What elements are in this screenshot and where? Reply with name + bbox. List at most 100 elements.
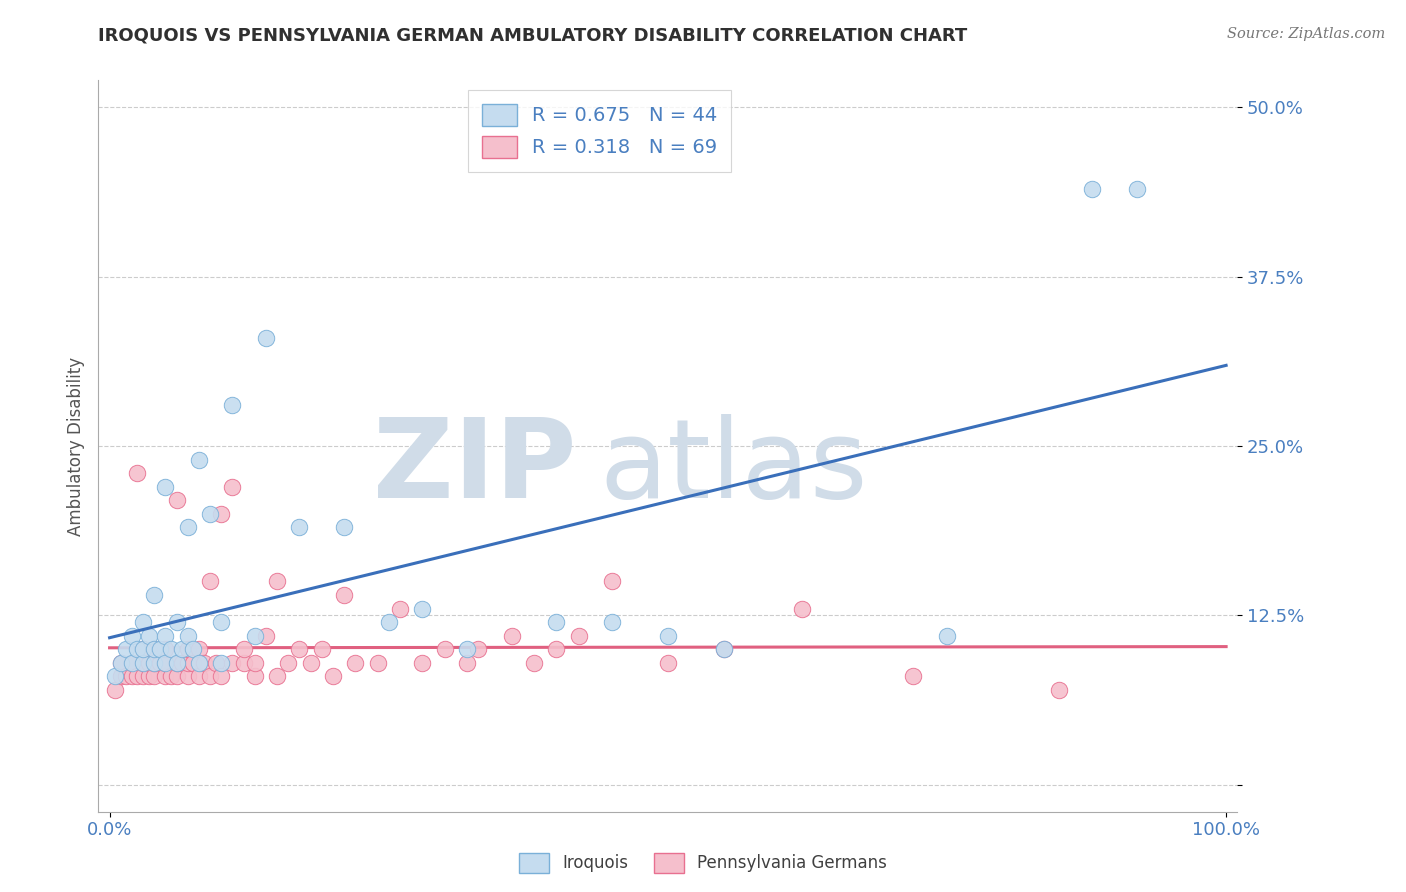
- Point: [221, 480, 243, 494]
- Point: [110, 656, 132, 670]
- Point: [187, 642, 209, 657]
- Point: [110, 656, 132, 670]
- Point: [198, 574, 221, 589]
- Point: [177, 629, 200, 643]
- Point: [143, 656, 166, 670]
- Point: [138, 629, 160, 643]
- Point: [187, 669, 209, 683]
- Point: [166, 656, 188, 670]
- Point: [232, 642, 254, 657]
- Point: [177, 669, 200, 683]
- Point: [288, 520, 311, 534]
- Point: [277, 656, 299, 670]
- Point: [344, 656, 367, 670]
- Point: [104, 682, 127, 697]
- Point: [243, 669, 266, 683]
- Point: [299, 656, 322, 670]
- Point: [209, 615, 232, 629]
- Point: [132, 669, 155, 683]
- Point: [110, 669, 132, 683]
- Point: [567, 629, 589, 643]
- Point: [155, 480, 177, 494]
- Point: [266, 669, 288, 683]
- Point: [221, 656, 243, 670]
- Point: [903, 669, 925, 683]
- Point: [143, 642, 166, 657]
- Point: [367, 656, 389, 670]
- Point: [121, 669, 143, 683]
- Point: [209, 669, 232, 683]
- Point: [138, 669, 160, 683]
- Point: [198, 507, 221, 521]
- Point: [467, 642, 489, 657]
- Point: [160, 669, 183, 683]
- Point: [132, 642, 155, 657]
- Point: [657, 629, 679, 643]
- Point: [143, 669, 166, 683]
- Point: [187, 656, 209, 670]
- Point: [155, 669, 177, 683]
- Point: [104, 669, 127, 683]
- Point: [149, 656, 172, 670]
- Point: [713, 642, 735, 657]
- Point: [177, 642, 200, 657]
- Point: [143, 588, 166, 602]
- Point: [254, 629, 277, 643]
- Point: [166, 615, 188, 629]
- Point: [600, 615, 623, 629]
- Point: [193, 656, 215, 670]
- Legend: R = 0.675   N = 44, R = 0.318   N = 69: R = 0.675 N = 44, R = 0.318 N = 69: [468, 90, 731, 172]
- Point: [155, 629, 177, 643]
- Point: [377, 615, 399, 629]
- Point: [183, 656, 205, 670]
- Point: [183, 642, 205, 657]
- Point: [209, 656, 232, 670]
- Point: [1126, 181, 1149, 195]
- Text: IROQUOIS VS PENNSYLVANIA GERMAN AMBULATORY DISABILITY CORRELATION CHART: IROQUOIS VS PENNSYLVANIA GERMAN AMBULATO…: [98, 27, 967, 45]
- Legend: Iroquois, Pennsylvania Germans: Iroquois, Pennsylvania Germans: [513, 847, 893, 880]
- Point: [546, 615, 568, 629]
- Point: [127, 466, 149, 480]
- Point: [172, 656, 194, 670]
- Point: [166, 669, 188, 683]
- Point: [1081, 181, 1104, 195]
- Point: [456, 642, 478, 657]
- Point: [322, 669, 344, 683]
- Point: [600, 574, 623, 589]
- Point: [456, 656, 478, 670]
- Point: [411, 601, 433, 615]
- Point: [433, 642, 456, 657]
- Point: [266, 574, 288, 589]
- Point: [138, 656, 160, 670]
- Text: ZIP: ZIP: [374, 415, 576, 522]
- Point: [187, 452, 209, 467]
- Point: [143, 656, 166, 670]
- Point: [166, 493, 188, 508]
- Text: Source: ZipAtlas.com: Source: ZipAtlas.com: [1226, 27, 1385, 41]
- Point: [177, 520, 200, 534]
- Point: [243, 656, 266, 670]
- Point: [288, 642, 311, 657]
- Point: [121, 656, 143, 670]
- Point: [388, 601, 411, 615]
- Point: [254, 331, 277, 345]
- Point: [160, 642, 183, 657]
- Point: [143, 642, 166, 657]
- Point: [936, 629, 959, 643]
- Point: [155, 642, 177, 657]
- Point: [132, 656, 155, 670]
- Point: [657, 656, 679, 670]
- Point: [523, 656, 546, 670]
- Point: [121, 629, 143, 643]
- Point: [209, 507, 232, 521]
- Point: [501, 629, 523, 643]
- Point: [546, 642, 568, 657]
- Point: [713, 642, 735, 657]
- Point: [115, 669, 138, 683]
- Point: [166, 656, 188, 670]
- Point: [1047, 682, 1070, 697]
- Point: [243, 629, 266, 643]
- Point: [132, 656, 155, 670]
- Y-axis label: Ambulatory Disability: Ambulatory Disability: [66, 357, 84, 535]
- Point: [115, 642, 138, 657]
